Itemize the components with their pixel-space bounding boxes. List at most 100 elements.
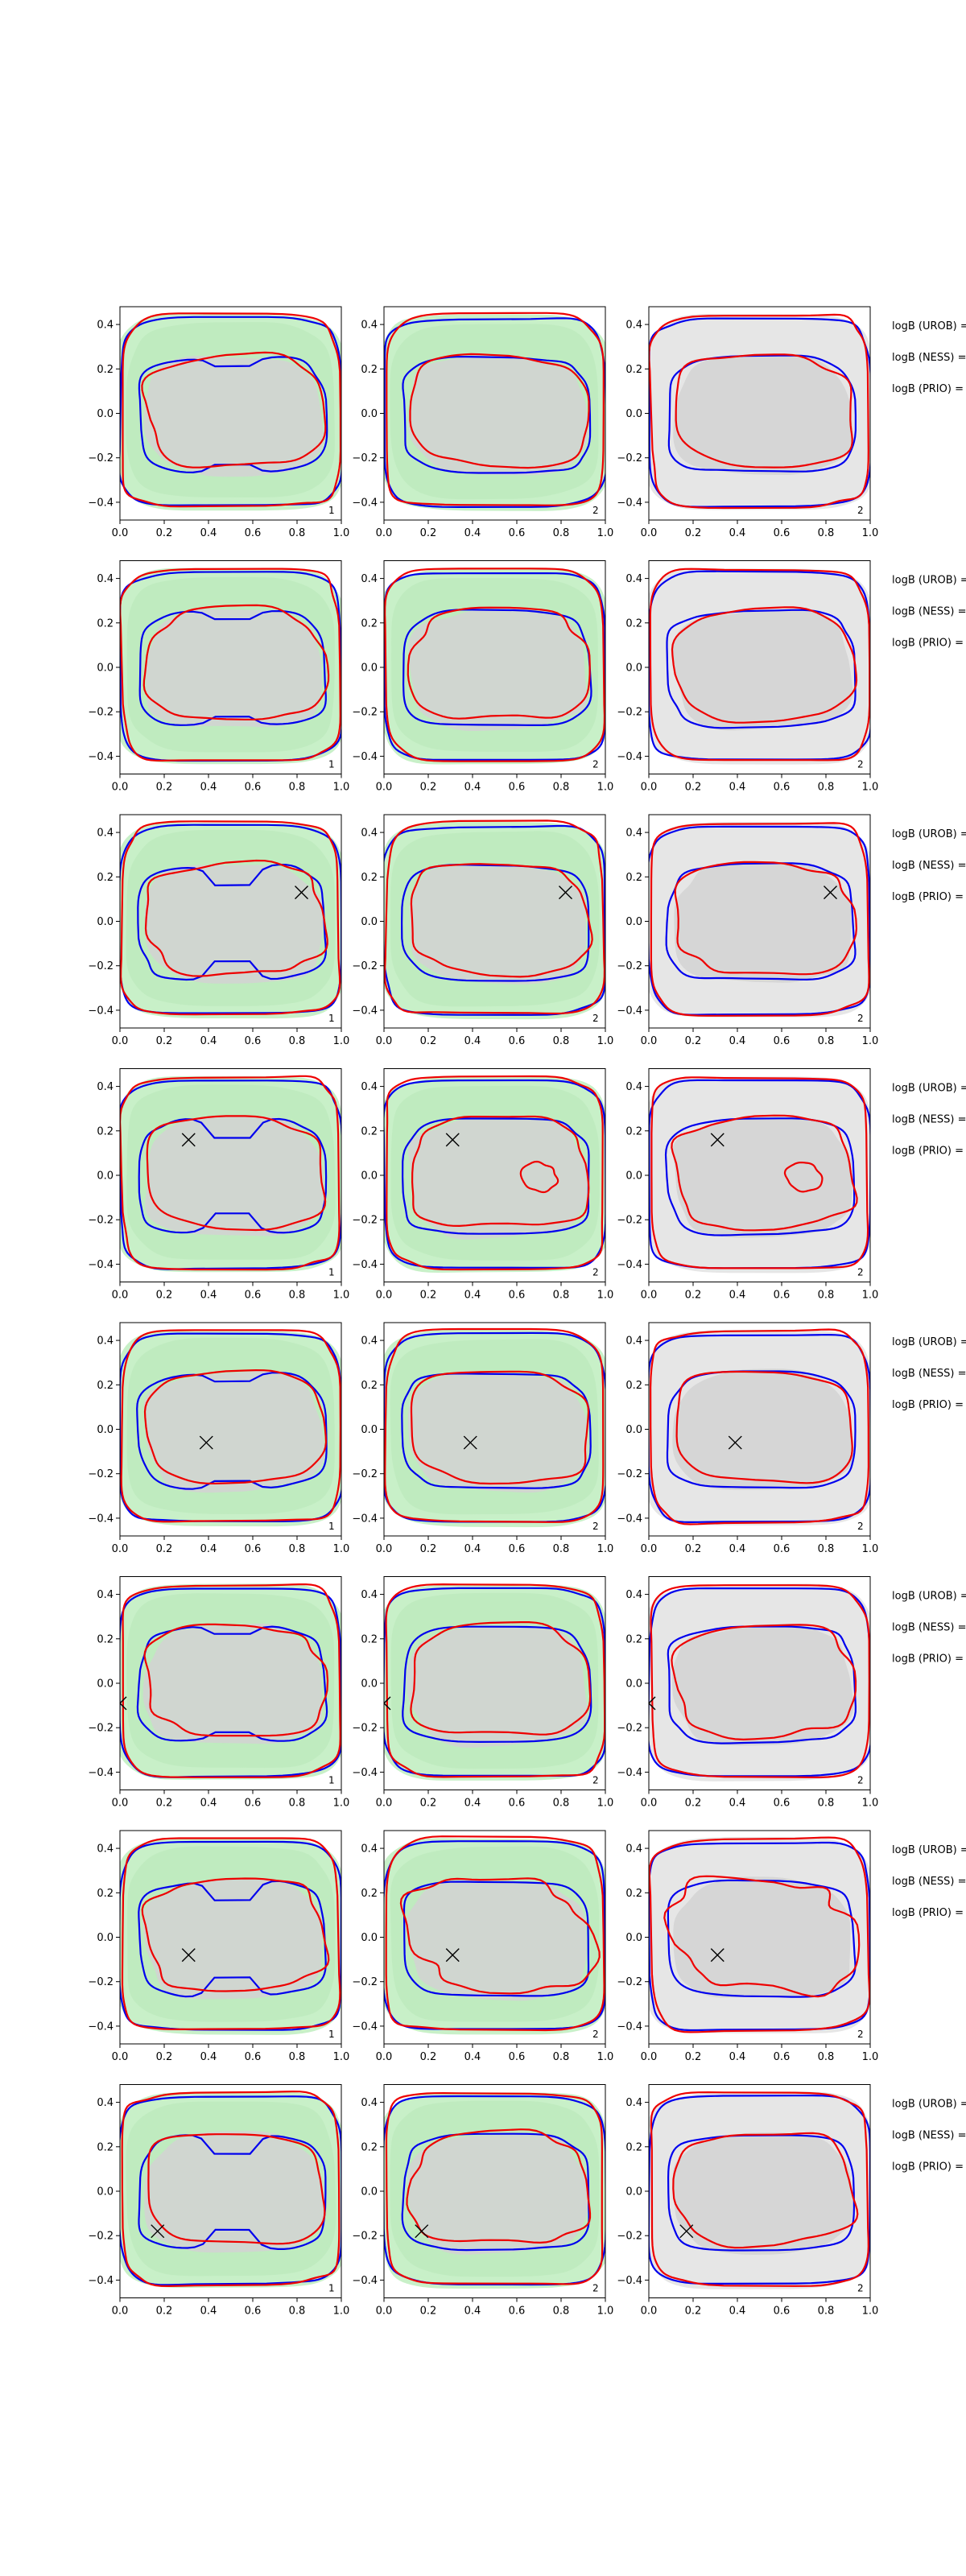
y-tick-label: −0.4	[88, 1513, 114, 1525]
panel-tag: 1	[328, 1267, 335, 1278]
y-tick-label: −0.2	[617, 1215, 642, 1227]
row-logb-label: logB (PRIO) =	[892, 1146, 964, 1158]
x-tick-label: 0.2	[420, 2051, 437, 2063]
row-logb-label: logB (PRIO) =	[892, 891, 964, 903]
x-tick-label: 0.8	[818, 1035, 835, 1047]
x-tick-label: 0.4	[200, 2306, 217, 2318]
y-tick-label: −0.2	[352, 1468, 378, 1480]
panel-r8-c2: 2 0.0 0.2 0.4 0.6 0.8 1.0 0.4 0.2 0.0 −0.2 −0.4	[352, 2084, 613, 2318]
blue-inner-contour	[401, 1117, 590, 1235]
panel-plot-area	[649, 815, 870, 1028]
red-inner-contour	[143, 1623, 329, 1737]
red-inner-contour	[144, 859, 328, 977]
row-logb-label: logB (UROB) =	[892, 2099, 966, 2111]
panel-plot-area	[649, 1576, 870, 1790]
red-outer-contour	[120, 820, 341, 1016]
row-logb-label: logB (NESS) =	[892, 606, 966, 618]
panel-tag: 2	[857, 505, 864, 516]
x-tick-label: 0.2	[685, 1543, 702, 1555]
y-tick-label: 0.2	[361, 872, 378, 884]
x-tick-label: 0.2	[420, 1798, 437, 1810]
panel-tag: 2	[857, 1267, 864, 1278]
x-tick-label: 0.2	[685, 2051, 702, 2063]
y-tick-label: 0.2	[97, 1380, 114, 1392]
x-tick-label: 0.8	[818, 1543, 835, 1555]
inner-density-region	[672, 1624, 854, 1746]
inner-density-region	[146, 609, 323, 728]
x-tick-label: 0.0	[376, 1290, 393, 1302]
x-tick-label: 0.8	[818, 527, 835, 539]
y-tick-label: −0.4	[352, 1005, 378, 1017]
y-tick-label: 0.0	[361, 1170, 378, 1183]
truth-marker	[649, 1696, 656, 1711]
blue-outer-contour	[120, 1587, 341, 1778]
y-tick-label: −0.2	[88, 1723, 114, 1735]
x-tick-label: 0.0	[112, 1543, 129, 1555]
panel-tag: 2	[857, 2029, 864, 2040]
panel-plot-area	[649, 1323, 870, 1536]
x-tick-label: 0.0	[112, 1035, 129, 1047]
x-tick-label: 0.8	[553, 782, 570, 794]
red-inner-contour	[142, 604, 330, 720]
x-tick-label: 0.2	[685, 1035, 702, 1047]
x-tick-label: 0.8	[553, 2306, 570, 2318]
y-tick-label: −0.4	[617, 2021, 642, 2033]
inner-density-region	[143, 1370, 325, 1493]
blue-inner-contour	[665, 862, 857, 981]
panel-tag: 1	[328, 2029, 335, 2040]
x-tick-label: 1.0	[862, 1543, 879, 1555]
truth-marker	[710, 1948, 724, 1963]
x-tick-label: 0.6	[774, 1290, 791, 1302]
panel-tag: 1	[328, 1775, 335, 1786]
x-tick-label: 1.0	[597, 782, 614, 794]
row-logb-label: logB (UROB) =	[892, 1083, 966, 1095]
row-logb-label: logB (NESS) =	[892, 2130, 966, 2142]
inner-density-region	[408, 1370, 588, 1493]
y-tick-label: 0.4	[97, 320, 114, 332]
panel-plot-area	[384, 1831, 605, 2044]
y-tick-label: 0.2	[361, 1380, 378, 1392]
x-tick-label: 0.4	[464, 2051, 481, 2063]
x-tick-label: 0.2	[420, 1035, 437, 1047]
red-outer-contour	[386, 1075, 604, 1271]
truth-marker	[728, 1435, 742, 1450]
x-tick-label: 0.0	[112, 1290, 129, 1302]
x-tick-label: 0.6	[509, 1035, 526, 1047]
y-tick-label: −0.4	[617, 751, 642, 763]
x-tick-label: 0.4	[729, 782, 746, 794]
blue-inner-contour	[138, 1117, 328, 1234]
panel-plot-area	[120, 1831, 341, 2044]
panel-plot-area	[649, 1831, 870, 2044]
x-tick-label: 0.2	[156, 1290, 173, 1302]
inner-density-region	[144, 2131, 325, 2253]
y-tick-label: −0.4	[352, 1259, 378, 1271]
x-tick-label: 0.0	[641, 1543, 658, 1555]
y-tick-label: −0.4	[352, 2021, 378, 2033]
blue-inner-contour	[137, 863, 328, 981]
y-tick-label: −0.2	[352, 1723, 378, 1735]
panel-plot-area	[649, 2084, 870, 2298]
x-tick-label: 0.4	[200, 527, 217, 539]
blue-inner-contour	[666, 1370, 857, 1489]
red-inner-contour	[671, 1114, 858, 1232]
panel-r6-c2: 2 0.0 0.2 0.4 0.6 0.8 1.0 0.4 0.2 0.0 −0.2 −0.4	[352, 1576, 613, 1810]
y-tick-label: 0.0	[97, 916, 114, 928]
blue-inner-contour	[667, 354, 857, 473]
y-tick-label: 0.4	[97, 573, 114, 585]
blue-inner-contour	[136, 1625, 328, 1742]
row-logb-label: logB (NESS) =	[892, 1368, 966, 1380]
red-inner-contour	[674, 861, 858, 976]
red-inner-contour	[406, 2128, 592, 2244]
blue-outer-contour	[384, 1587, 605, 1777]
x-tick-label: 0.6	[509, 782, 526, 794]
x-tick-label: 0.8	[289, 1798, 306, 1810]
x-tick-label: 0.2	[156, 1543, 173, 1555]
x-tick-label: 1.0	[333, 1035, 350, 1047]
y-tick-label: 0.4	[97, 828, 114, 840]
y-tick-label: 0.0	[97, 1424, 114, 1436]
inner-density-region	[142, 1623, 322, 1744]
y-tick-label: 0.2	[361, 1125, 378, 1137]
y-tick-label: 0.0	[625, 1424, 642, 1436]
panel-plot-area	[384, 815, 605, 1028]
blue-inner-contour	[402, 1625, 592, 1744]
